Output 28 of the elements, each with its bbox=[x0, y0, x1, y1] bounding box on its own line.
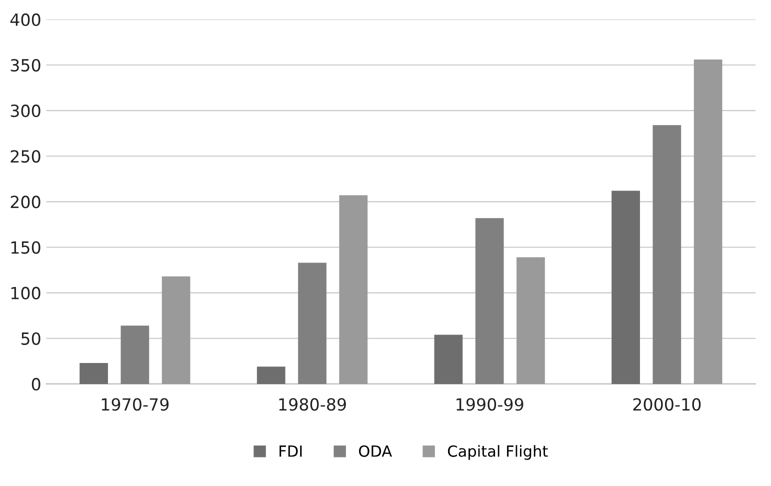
x-tick-label: 1970-79 bbox=[102, 398, 169, 411]
legend-label: FDI bbox=[280, 446, 302, 457]
bar bbox=[516, 257, 545, 384]
y-tick-label: 250 bbox=[10, 150, 40, 163]
y-tick-label: 300 bbox=[10, 104, 40, 118]
bar bbox=[475, 218, 504, 384]
bar bbox=[80, 362, 108, 384]
y-tick-label: 200 bbox=[10, 196, 40, 208]
x-tick-label: 1980-89 bbox=[279, 398, 346, 411]
x-tick-label: 1990-99 bbox=[456, 398, 524, 411]
bar bbox=[339, 195, 368, 384]
y-tick-label: 50 bbox=[21, 332, 40, 345]
legend-label: ODA bbox=[359, 445, 392, 457]
bar bbox=[652, 125, 682, 384]
y-tick-label: 100 bbox=[11, 286, 40, 300]
y-tick-label: 0 bbox=[32, 378, 40, 391]
x-tick-label: 2000-10 bbox=[633, 398, 701, 411]
bar bbox=[298, 262, 326, 384]
y-tick-label: 350 bbox=[10, 58, 40, 72]
y-tick-label: 150 bbox=[11, 241, 40, 254]
legend-label: Capital Flight bbox=[448, 445, 548, 460]
bar bbox=[434, 334, 463, 384]
bar bbox=[256, 366, 286, 384]
bar bbox=[162, 276, 190, 384]
bar bbox=[612, 190, 640, 384]
y-tick-label: 400 bbox=[10, 13, 40, 26]
bar bbox=[694, 60, 722, 384]
bar bbox=[120, 326, 150, 384]
